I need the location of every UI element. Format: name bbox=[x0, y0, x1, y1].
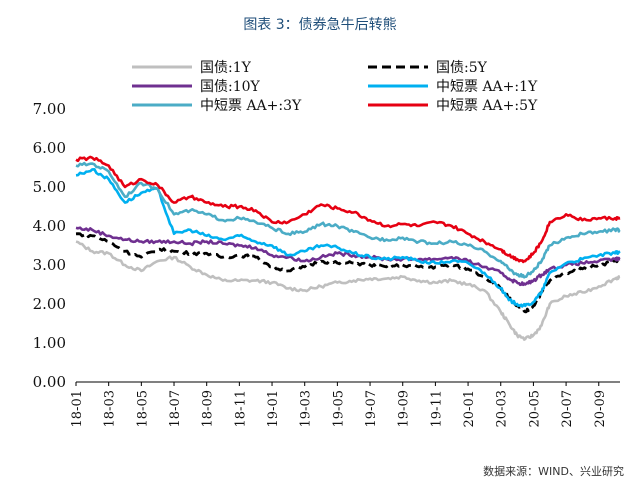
x-tick-label: 19-05 bbox=[331, 390, 346, 427]
legend-label: 国债:1Y bbox=[200, 60, 252, 76]
legend-label: 中短票 AA+:1Y bbox=[436, 79, 538, 95]
x-tick-label: 18-07 bbox=[168, 390, 183, 427]
series-line bbox=[75, 161, 621, 279]
legend: 国债:1Y 国债:5Y 国债:10Y 中短票 AA+:1Y 中短票 AA+:3Y 中短票 … bbox=[132, 60, 538, 114]
x-tick-label: 20-01 bbox=[462, 390, 477, 427]
y-tick-label: 5.00 bbox=[33, 178, 66, 196]
x-tick-label: 19-07 bbox=[364, 390, 379, 427]
y-tick-label: 0.00 bbox=[33, 373, 66, 391]
x-tick-label: 19-11 bbox=[429, 390, 444, 427]
y-tick-label: 1.00 bbox=[33, 334, 66, 352]
x-axis-ticks: 18-01 18-03 18-05 18-07 18-09 18-11 19-01 19-03… bbox=[70, 382, 608, 427]
y-tick-label: 4.00 bbox=[33, 217, 66, 235]
x-tick-label: 18-11 bbox=[233, 390, 248, 427]
series-lines bbox=[75, 155, 621, 341]
source-note: 数据来源：WIND、兴业研究 bbox=[483, 465, 624, 478]
legend-label: 国债:10Y bbox=[200, 79, 261, 95]
y-tick-label: 3.00 bbox=[33, 256, 66, 274]
series-line bbox=[75, 226, 621, 287]
x-tick-label: 19-09 bbox=[397, 390, 412, 427]
series-line bbox=[75, 240, 621, 341]
x-tick-label: 19-01 bbox=[266, 390, 281, 427]
x-tick-label: 20-07 bbox=[560, 390, 575, 427]
x-tick-label: 18-03 bbox=[103, 390, 118, 427]
x-tick-label: 18-09 bbox=[201, 390, 216, 427]
y-tick-label: 7.00 bbox=[33, 100, 66, 118]
y-tick-label: 2.00 bbox=[33, 295, 66, 313]
legend-label: 中短票 AA+:5Y bbox=[436, 98, 538, 114]
y-tick-label: 6.00 bbox=[33, 139, 66, 157]
series-line bbox=[75, 155, 621, 264]
x-tick-label: 18-05 bbox=[135, 390, 150, 427]
x-tick-label: 20-03 bbox=[495, 390, 510, 427]
legend-label: 国债:5Y bbox=[436, 60, 488, 76]
x-tick-label: 19-03 bbox=[299, 390, 314, 427]
y-axis-ticks: 0.00 1.00 2.00 3.00 4.00 5.00 6.00 7.00 bbox=[33, 100, 66, 391]
legend-label: 中短票 AA+:3Y bbox=[200, 98, 302, 114]
x-tick-label: 20-09 bbox=[593, 390, 608, 427]
chart-title: 图表 3：债券急牛后转熊 bbox=[243, 17, 397, 33]
x-tick-label: 18-01 bbox=[70, 390, 85, 427]
series-line bbox=[75, 168, 621, 308]
x-tick-label: 20-05 bbox=[527, 390, 542, 427]
